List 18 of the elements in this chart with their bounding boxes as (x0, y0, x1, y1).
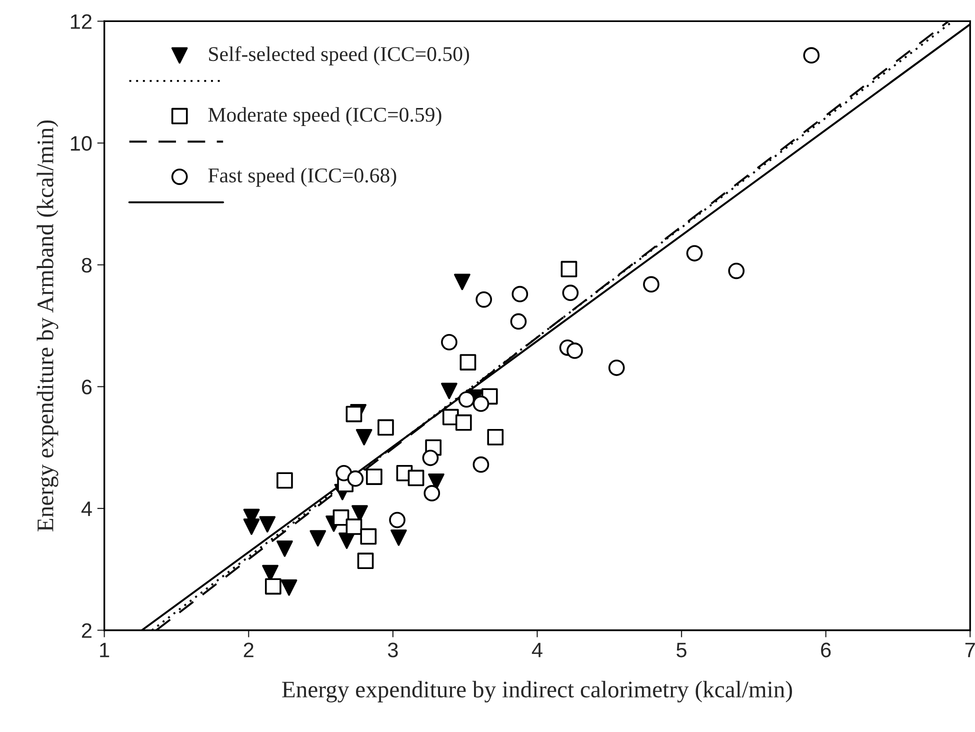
legend-label: Moderate speed (ICC=0.59) (208, 107, 442, 126)
y-tick-label: 8 (82, 258, 92, 273)
x-tick-label: 4 (532, 642, 542, 658)
y-tick-label: 6 (82, 380, 92, 394)
x-tick-label: 1 (100, 642, 110, 658)
x-tick-label: 6 (821, 642, 831, 658)
legend-label: Fast speed (ICC=0.68) (208, 168, 396, 187)
x-tick-label: 3 (388, 642, 398, 658)
x-tick-label: 7 (965, 642, 975, 658)
x-tick-label: 2 (244, 642, 254, 658)
x-axis-title: Energy expenditure by indirect calorimetry (kcal/min) (282, 680, 792, 702)
y-tick-label: 12 (70, 14, 92, 29)
y-tick-label: 2 (82, 623, 92, 638)
y-tick-label: 10 (70, 136, 92, 151)
y-tick-label: 4 (81, 502, 92, 516)
x-tick-label: 5 (676, 642, 686, 658)
y-axis-title: Energy expenditure by Armband (kcal/min) (36, 120, 58, 532)
legend-label: Self-selected speed (ICC=0.50) (209, 46, 470, 66)
